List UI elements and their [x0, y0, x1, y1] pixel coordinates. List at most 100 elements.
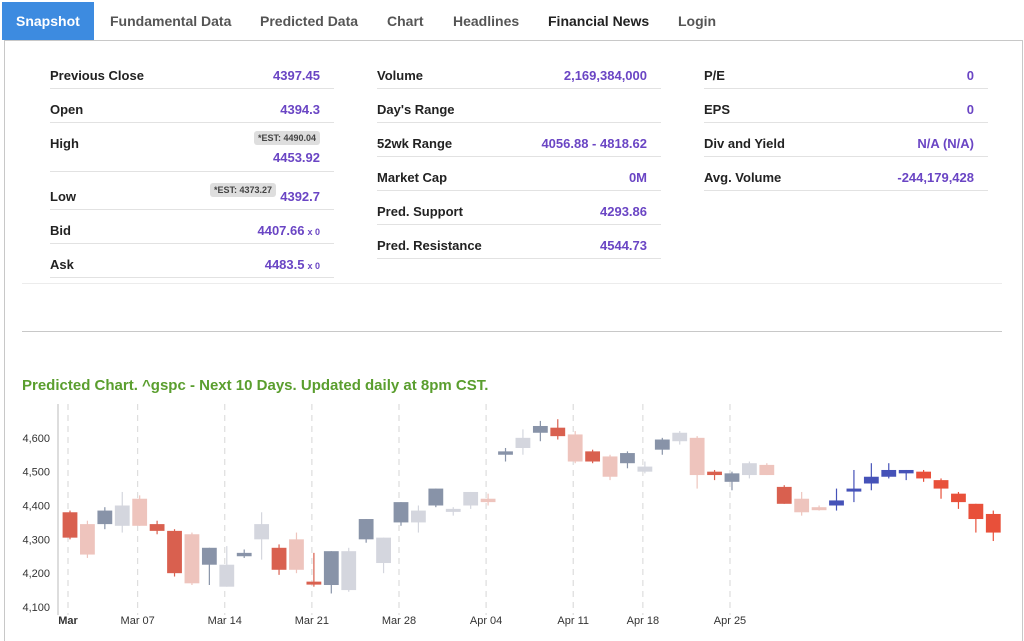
- low-value: 4392.7: [280, 189, 320, 204]
- candle-body: [829, 500, 844, 506]
- bid-size: x 0: [307, 227, 320, 237]
- candle-body: [463, 491, 479, 506]
- div-yield-value: N/A (N/A): [917, 136, 974, 151]
- market-cap-row: Market Cap 0M: [377, 157, 661, 191]
- y-tick-label: 4,300: [22, 534, 50, 546]
- candle-body: [794, 498, 810, 513]
- y-tick-label: 4,500: [22, 467, 50, 479]
- tab-snapshot[interactable]: Snapshot: [2, 2, 94, 40]
- ask-row: Ask 4483.5 x 0: [50, 244, 334, 278]
- ask-value-group: 4483.5 x 0: [265, 257, 320, 272]
- candle-body: [550, 427, 566, 437]
- x-tick-label: Mar 07: [121, 615, 155, 627]
- candle-body: [985, 513, 1001, 533]
- candle-body: [567, 434, 583, 462]
- market-cap-label: Market Cap: [377, 170, 448, 185]
- eps-row: EPS 0: [704, 89, 988, 123]
- ask-label: Ask: [50, 257, 74, 272]
- tab-fundamental-data[interactable]: Fundamental Data: [110, 13, 232, 29]
- candle-body: [480, 498, 496, 503]
- candle-body: [201, 547, 217, 565]
- volume-row: Volume 2,169,384,000: [377, 55, 661, 89]
- candle-body: [498, 451, 513, 455]
- candle-body: [271, 547, 287, 570]
- section-divider: [22, 331, 1002, 332]
- candle-body: [306, 581, 322, 585]
- pred-support-label: Pred. Support: [377, 204, 463, 219]
- x-tick-label: Mar 14: [208, 615, 242, 627]
- bid-label: Bid: [50, 223, 71, 238]
- candle-body: [759, 464, 775, 476]
- x-tick-label: Mar: [58, 615, 78, 627]
- y-tick-label: 4,100: [22, 602, 50, 614]
- avg-volume-value: -244,179,428: [897, 170, 974, 185]
- pred-support-row: Pred. Support 4293.86: [377, 191, 661, 225]
- eps-label: EPS: [704, 102, 731, 117]
- candle-body: [741, 463, 757, 476]
- previous-close-label: Previous Close: [50, 68, 144, 83]
- candle-body: [445, 508, 461, 512]
- high-value: 4453.92: [273, 150, 320, 165]
- high-label: High: [50, 136, 79, 151]
- candle-body: [80, 524, 95, 555]
- avg-volume-label: Avg. Volume: [704, 170, 782, 185]
- tab-chart[interactable]: Chart: [387, 13, 424, 29]
- tab-headlines[interactable]: Headlines: [453, 13, 520, 29]
- candle-body: [846, 488, 862, 492]
- open-row: Open 4394.3: [50, 89, 334, 123]
- y-axis: 4,100 4,200 4,300 4,400 4,500 4,600: [22, 404, 59, 615]
- y-tick-label: 4,400: [22, 501, 50, 513]
- candle-body: [515, 437, 531, 448]
- candle-body: [184, 534, 200, 584]
- candle-body: [149, 524, 165, 531]
- candle-body: [811, 507, 827, 511]
- high-row: High *EST: 4490.04 4453.92: [50, 123, 334, 172]
- ask-size: x 0: [307, 261, 320, 271]
- tab-login[interactable]: Login: [678, 13, 717, 29]
- x-tick-label: Apr 11: [557, 615, 589, 627]
- high-est-badge: *EST: 4490.04: [253, 131, 320, 145]
- candle-body: [707, 471, 722, 476]
- candle-body: [654, 439, 670, 450]
- candle-body: [968, 503, 984, 520]
- tab-predicted-data[interactable]: Predicted Data: [260, 13, 359, 29]
- tab-financial-news[interactable]: Financial News: [548, 13, 650, 29]
- candle-body: [620, 453, 635, 464]
- candle-body: [236, 552, 252, 557]
- bid-value: 4407.66: [257, 223, 305, 238]
- div-yield-row: Div and Yield N/A (N/A): [704, 123, 988, 157]
- bid-row: Bid 4407.66 x 0: [50, 210, 334, 244]
- section-divider-faint: [22, 283, 1002, 284]
- candle-body: [898, 469, 914, 474]
- x-tick-label: Mar 28: [382, 615, 416, 627]
- candle-body: [114, 505, 130, 526]
- market-cap-value: 0M: [628, 170, 647, 185]
- candle-body: [219, 564, 235, 587]
- previous-close-row: Previous Close 4397.45: [50, 55, 334, 89]
- x-tick-label: Mar 21: [295, 615, 329, 627]
- 52wk-range-label: 52wk Range: [377, 136, 453, 151]
- candle-body: [411, 510, 426, 523]
- candle-body: [916, 471, 932, 479]
- pe-label: P/E: [704, 68, 725, 83]
- days-range-row: Day's Range: [377, 89, 661, 123]
- div-yield-label: Div and Yield: [704, 136, 785, 151]
- ask-value: 4483.5: [264, 257, 305, 272]
- candle-body: [585, 451, 601, 462]
- open-value: 4394.3: [280, 102, 320, 117]
- volume-value: 2,169,384,000: [563, 68, 647, 83]
- snapshot-panel: [4, 40, 1023, 641]
- previous-close-value: 4397.45: [273, 68, 320, 83]
- x-tick-label: Apr 04: [470, 615, 502, 627]
- bid-value-group: 4407.66 x 0: [257, 223, 320, 238]
- chart-title: Predicted Chart. ^gspc - Next 10 Days. U…: [22, 377, 489, 394]
- candle-body: [358, 519, 374, 540]
- candle-body: [323, 551, 339, 586]
- candle-body: [724, 473, 740, 482]
- avg-volume-row: Avg. Volume -244,179,428: [704, 157, 988, 191]
- candle-body: [167, 530, 182, 574]
- low-est-badge: *EST: 4373.27: [209, 183, 276, 197]
- y-tick-label: 4,200: [22, 568, 50, 580]
- candle-body: [289, 539, 304, 570]
